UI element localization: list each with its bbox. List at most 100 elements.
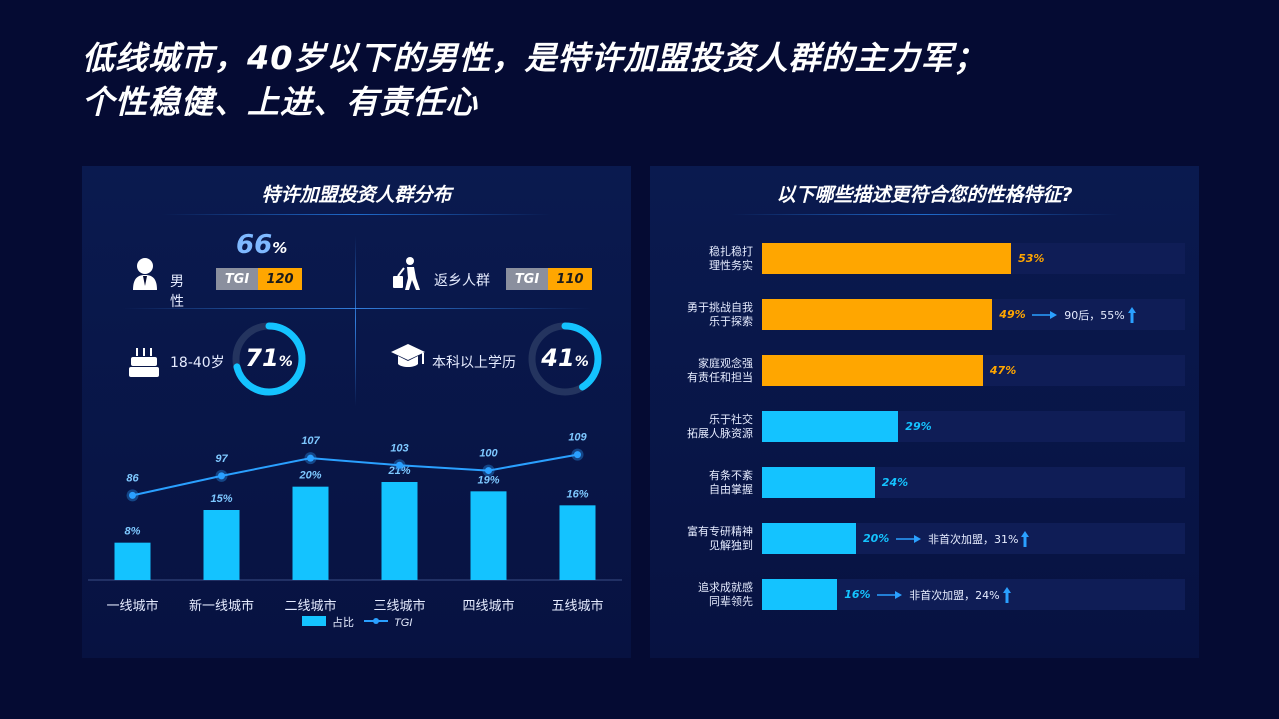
education-ring: 41% <box>526 320 604 398</box>
bar-label-3: 21% <box>387 465 410 477</box>
personality-note-1: 90后，55% <box>1032 307 1136 323</box>
personality-label-5: 富有专研精神 见解独到 <box>687 525 753 552</box>
tgi-point-0 <box>129 491 136 499</box>
returnee-tgi-key: TGI <box>506 268 548 290</box>
male-pct: 66% <box>236 230 288 260</box>
right-panel-title: 以下哪些描述更符合您的性格特征? <box>776 184 1073 206</box>
personality-bar-2 <box>762 355 983 386</box>
category-label-1: 新一线城市 <box>189 598 254 614</box>
tgi-point-3 <box>396 461 403 469</box>
personality-bar-3 <box>762 411 899 442</box>
personality-label-1: 勇于挑战自我 乐于探索 <box>687 301 753 328</box>
graduation-cap-icon <box>391 344 425 367</box>
bar-2 <box>292 486 329 580</box>
tgi-point-5 <box>574 451 581 459</box>
arrow-up-icon <box>1021 531 1030 547</box>
personality-value-1: 49% <box>999 308 1026 321</box>
personality-value-3: 29% <box>905 420 932 433</box>
personality-bar-chart: 稳扎稳打 理性务实 53% 勇于挑战自我 乐于探索 49% 90后，55% 家庭观念强 有责任和… <box>650 166 1199 658</box>
category-label-0: 一线城市 <box>106 598 158 614</box>
legend-bar-swatch <box>302 616 326 626</box>
page-title-line-2: 个性稳健、上进、有责任心 <box>82 83 479 121</box>
quadrant-divider-vertical <box>355 236 356 406</box>
personality-label-6: 追求成就感 同辈领先 <box>698 581 753 608</box>
personality-label-3: 乐于社交 拓展人脉资源 <box>687 413 753 440</box>
personality-bar-4 <box>762 467 875 498</box>
personality-bar-6 <box>762 579 838 610</box>
bar-4 <box>470 491 507 580</box>
tgi-label-2: 107 <box>301 435 320 447</box>
male-label: 男性 <box>170 274 184 310</box>
tgi-label-0: 86 <box>126 472 139 484</box>
page-title-line-1: 低线城市，40岁以下的男性，是特许加盟投资人群的主力军； <box>82 39 987 77</box>
traveler-icon <box>393 257 420 290</box>
tgi-label-4: 100 <box>479 448 498 460</box>
city-distribution-chart: 8% 一线城市 15% 新一线城市 20% 二线城市 21% 三线城市 19% 四线城市 16% 五线… <box>88 432 622 629</box>
education-label: 本科以上学历 <box>432 355 516 371</box>
user-icon <box>133 258 157 290</box>
left-panel-title-divider <box>162 214 551 215</box>
returnee-tgi-badge: TGI 110 <box>506 268 592 290</box>
category-label-2: 二线城市 <box>284 598 336 614</box>
category-label-5: 五线城市 <box>551 598 603 614</box>
bar-0 <box>114 542 151 580</box>
legend-line-marker <box>373 618 379 624</box>
personality-label-2: 家庭观念强 有责任和担当 <box>687 357 753 384</box>
personality-value-6: 16% <box>844 588 871 601</box>
legend-line-label: TGI <box>394 617 412 629</box>
bar-3 <box>381 482 418 580</box>
personality-value-4: 24% <box>881 476 909 489</box>
age-ring-arc <box>232 322 306 396</box>
personality-note-6: 非首次加盟，24% <box>877 587 1011 603</box>
arrow-right-icon <box>877 591 903 599</box>
personality-note-5: 非首次加盟，31% <box>896 531 1030 547</box>
quadrant-divider-horizontal <box>122 308 592 309</box>
male-tgi-badge: TGI 120 <box>216 268 302 290</box>
personality-note-text-5: 非首次加盟，31% <box>928 533 1019 546</box>
legend-bar-label: 占比 <box>332 615 354 629</box>
personality-note-text-1: 90后，55% <box>1064 309 1125 322</box>
cake-icon <box>129 348 159 377</box>
arrow-right-icon <box>896 535 921 543</box>
personality-note-text-6: 非首次加盟，24% <box>909 589 1000 602</box>
returnee-tgi-value: 110 <box>548 268 592 290</box>
tgi-point-2 <box>307 454 314 462</box>
personality-label-4: 有条不紊 自由掌握 <box>709 469 753 496</box>
category-label-3: 三线城市 <box>373 598 425 614</box>
tgi-line <box>132 453 578 497</box>
personality-label-0: 稳扎稳打 理性务实 <box>709 245 753 272</box>
age-label: 18-40岁 <box>170 355 225 371</box>
male-tgi-key: TGI <box>216 268 258 290</box>
investor-distribution-panel: 特许加盟投资人群分布 男性 66% TGI 120 返乡人群 TGI 110 <box>82 166 631 658</box>
personality-value-0: 53% <box>1018 252 1045 265</box>
personality-bar-1 <box>762 299 993 330</box>
right-panel-title-divider <box>730 214 1119 215</box>
tgi-point-4 <box>485 467 492 475</box>
bar-label-2: 20% <box>298 470 321 482</box>
bar-label-5: 16% <box>566 488 588 500</box>
personality-panel: 以下哪些描述更符合您的性格特征? 稳扎稳打 理性务实 53% 勇于挑战自我 乐于探索 49… <box>650 166 1199 658</box>
returnee-label: 返乡人群 <box>434 273 490 289</box>
category-label-4: 四线城市 <box>462 598 514 614</box>
personality-bar-0 <box>762 243 1012 274</box>
personality-value-2: 47% <box>989 364 1017 377</box>
tgi-label-3: 103 <box>390 442 408 454</box>
male-tgi-value: 120 <box>258 268 302 290</box>
arrow-right-icon <box>1032 311 1058 319</box>
page-title: 低线城市，40岁以下的男性，是特许加盟投资人群的主力军； 个性稳健、上进、有责任… <box>82 36 987 124</box>
bar-label-4: 19% <box>477 474 499 486</box>
personality-bar-5 <box>762 523 856 554</box>
bar-5 <box>559 505 596 580</box>
tgi-label-5: 109 <box>568 432 587 444</box>
education-ring-value: 41% <box>541 344 589 372</box>
personality-value-5: 20% <box>863 532 890 545</box>
education-ring-arc <box>528 322 602 396</box>
bar-label-1: 15% <box>210 493 232 505</box>
tgi-point-1 <box>218 472 225 480</box>
bar-label-0: 8% <box>125 526 141 538</box>
arrow-up-icon <box>1002 587 1011 603</box>
age-ring: 71% <box>230 320 308 398</box>
tgi-label-1: 97 <box>215 453 228 465</box>
bar-1 <box>203 510 240 580</box>
arrow-up-icon <box>1127 307 1136 323</box>
